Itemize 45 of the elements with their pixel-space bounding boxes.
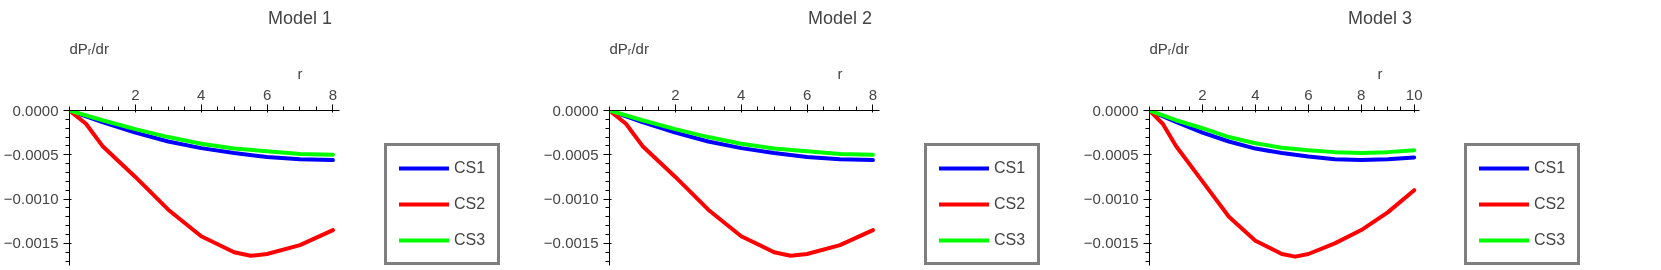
y-tick-label: −0.0005 — [543, 145, 599, 163]
legend-label: CS2 — [994, 195, 1026, 213]
x-axis-title: r — [1377, 64, 1383, 82]
x-axis-title: r — [297, 64, 303, 82]
x-tick-label: 8 — [868, 85, 878, 103]
x-tick-label: 6 — [262, 85, 272, 103]
y-tick-label: −0.0010 — [1083, 190, 1139, 208]
y-tick-label: −0.0015 — [1083, 234, 1139, 252]
y-tick-label: −0.0010 — [3, 190, 59, 208]
x-tick-label: 2 — [1198, 85, 1207, 103]
y-axis-title: dPᵣ/dr — [609, 39, 649, 57]
x-tick-label: 8 — [1357, 85, 1366, 103]
legend-label: CS3 — [994, 231, 1026, 249]
x-tick-label: 6 — [802, 85, 812, 103]
y-tick-label: −0.0015 — [3, 234, 59, 252]
chart-title: Model 2 — [807, 7, 873, 28]
x-tick-label: 6 — [1304, 85, 1313, 103]
x-axis-title: r — [837, 64, 843, 82]
x-tick-label: 4 — [737, 85, 746, 103]
chart-title: Model 1 — [267, 7, 333, 28]
legend-label: CS2 — [454, 195, 486, 213]
x-tick-label: 4 — [1251, 85, 1260, 103]
y-tick-label: 0.0000 — [552, 101, 599, 119]
y-tick-label: 0.0000 — [1092, 101, 1139, 119]
y-tick-label: −0.0015 — [543, 234, 599, 252]
x-tick-label: 8 — [328, 85, 338, 103]
y-tick-label: −0.0010 — [543, 190, 599, 208]
line-series — [69, 110, 335, 258]
x-tick-label: 10 — [1405, 85, 1423, 103]
x-tick-label: 4 — [197, 85, 206, 103]
line-series — [609, 110, 875, 258]
y-tick-label: −0.0005 — [1083, 145, 1139, 163]
y-tick-label: 0.0000 — [12, 101, 59, 119]
y-axis-title: dPᵣ/dr — [1149, 39, 1189, 57]
y-axis-title: dPᵣ/dr — [69, 39, 109, 57]
legend-label: CS1 — [454, 159, 486, 177]
chart-title: Model 3 — [1347, 7, 1413, 28]
x-tick-label: 2 — [671, 85, 680, 103]
y-tick-label: −0.0005 — [3, 145, 59, 163]
legend-label: CS1 — [994, 159, 1026, 177]
legend-label: CS3 — [454, 231, 486, 249]
x-tick-label: 2 — [131, 85, 140, 103]
legend-label: CS2 — [1534, 195, 1566, 213]
legend-label: CS1 — [1534, 159, 1566, 177]
legend-label: CS3 — [1534, 231, 1566, 249]
